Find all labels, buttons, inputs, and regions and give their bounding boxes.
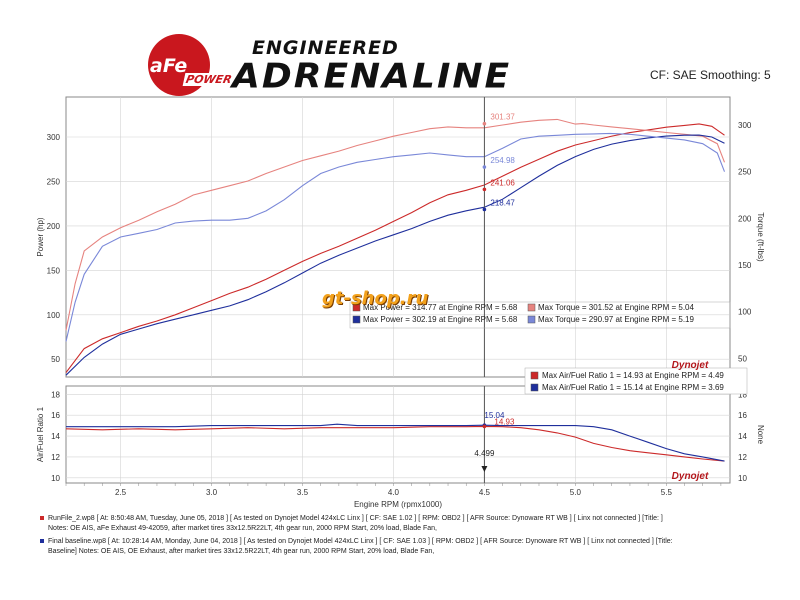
legend-swatch-afr xyxy=(530,383,539,392)
legend-entry-afr: Max Air/Fuel Ratio 1 = 15.14 at Engine R… xyxy=(542,383,724,392)
run2-marker xyxy=(40,539,44,543)
run1-marker xyxy=(40,516,44,520)
y-tick-label-right: 150 xyxy=(738,261,752,270)
dynojet-badge: Dynojet xyxy=(672,360,709,371)
y-tick-label-right: 50 xyxy=(738,354,747,363)
slogan-line2: ADRENALINE xyxy=(232,57,512,96)
series-line-top-0 xyxy=(65,123,725,373)
y-tick-label-right: 200 xyxy=(738,214,752,223)
afr-annotation-marker xyxy=(482,424,487,429)
x-tick-label: 3.5 xyxy=(297,488,309,497)
series-line-top-3 xyxy=(65,132,726,342)
watermark: gt-shop.ru xyxy=(322,288,429,309)
legend-entry: Max Torque = 290.97 at Engine RPM = 5.19 xyxy=(538,315,695,324)
slogan-line1: ENGINEERED xyxy=(252,37,399,59)
x-tick-label: 2.5 xyxy=(115,488,127,497)
y-axis-label-torque: Torque (ft-lbs) xyxy=(756,212,765,262)
dynojet-badge: Dynojet xyxy=(672,471,709,482)
afr-tick-label-left: 14 xyxy=(51,432,60,441)
legend-box-top xyxy=(349,301,731,329)
series-line-top-2 xyxy=(65,134,725,376)
y-tick-label-right: 100 xyxy=(738,308,752,317)
annotation-marker xyxy=(482,165,487,169)
y-axis-label-none: None xyxy=(756,425,765,445)
run2-info: Final baseline.wp8 [ At: 10:28:14 AM, Mo… xyxy=(48,538,673,545)
series-line-afr-0 xyxy=(65,425,725,462)
header: aFe POWER ENGINEERED ADRENALINE CF: SAE … xyxy=(0,0,800,96)
annotation-value: 218.47 xyxy=(490,198,515,207)
cursor-rpm-label: 4.499 xyxy=(474,449,495,458)
annotation-value: 254.98 xyxy=(490,156,515,165)
afr-annotation-value: 15.04 xyxy=(484,411,505,420)
afr-tick-label-left: 12 xyxy=(51,453,60,462)
x-tick-label: 5.0 xyxy=(570,488,582,497)
chart-settings: CF: SAE Smoothing: 5 xyxy=(650,68,771,82)
x-tick-label: 4.0 xyxy=(388,488,400,497)
y-tick-label-left: 250 xyxy=(47,177,61,186)
legend-swatch xyxy=(527,303,536,312)
annotation-value: 301.37 xyxy=(490,113,515,122)
y-tick-label-left: 200 xyxy=(47,222,61,231)
run1-notes: Notes: OE AIS, aFe Exhaust 49-42059, aft… xyxy=(48,524,437,532)
x-tick-label: 3.0 xyxy=(206,488,218,497)
annotation-marker xyxy=(482,207,487,212)
footer-run2: Final baseline.wp8 [ At: 10:28:14 AM, Mo… xyxy=(40,537,790,556)
y-tick-label-left: 100 xyxy=(47,311,61,320)
y-tick-label-left: 150 xyxy=(47,266,61,275)
x-tick-label: 5.5 xyxy=(661,488,673,497)
legend-swatch xyxy=(352,315,361,324)
y-tick-label-left: 50 xyxy=(51,355,60,364)
y-axis-label-power: Power (hp) xyxy=(36,217,45,256)
afr-tick-label-right: 18 xyxy=(738,390,747,399)
legend-swatch xyxy=(527,315,536,324)
afr-tick-label-right: 16 xyxy=(738,411,747,420)
y-tick-label-left: 300 xyxy=(47,133,61,142)
afr-tick-label-left: 16 xyxy=(51,411,60,420)
afr-panel-frame xyxy=(65,385,731,484)
legend-entry: Max Power = 314.77 at Engine RPM = 5.68 xyxy=(363,303,518,312)
afr-tick-label-right: 10 xyxy=(738,474,747,483)
annotation-value: 241.06 xyxy=(490,178,515,187)
power-panel-frame xyxy=(65,96,731,378)
annotation-marker xyxy=(482,187,487,192)
x-tick-label: 4.5 xyxy=(479,488,491,497)
legend-entry-afr: Max Air/Fuel Ratio 1 = 14.93 at Engine R… xyxy=(542,371,724,380)
run2-notes: Baseline] Notes: OE AIS, OE Exhaust, aft… xyxy=(48,547,435,555)
afr-tick-label-left: 18 xyxy=(51,390,60,399)
afr-tick-label-left: 10 xyxy=(51,474,60,483)
annotation-marker xyxy=(482,121,487,126)
y-tick-label-right: 300 xyxy=(738,121,752,130)
afr-tick-label-right: 14 xyxy=(738,432,747,441)
legend-box-afr xyxy=(524,367,748,395)
cursor-rpm-arrow xyxy=(481,466,488,472)
x-axis-label: Engine RPM (rpmx1000) xyxy=(354,500,442,509)
afr-tick-label-right: 12 xyxy=(738,453,747,462)
legend-entry: Max Torque = 301.52 at Engine RPM = 5.04 xyxy=(538,303,695,312)
y-axis-label-afr: Air/Fuel Ratio 1 xyxy=(36,406,45,462)
series-line-top-1 xyxy=(65,118,726,331)
footer-run1: RunFile_2.wp8 [ At: 8:50:48 AM, Tuesday,… xyxy=(40,514,790,533)
run1-info: RunFile_2.wp8 [ At: 8:50:48 AM, Tuesday,… xyxy=(48,515,663,522)
legend-swatch-afr xyxy=(530,371,539,380)
y-tick-label-right: 250 xyxy=(738,168,752,177)
afe-logo-text: aFe xyxy=(150,55,188,77)
legend-entry: Max Power = 302.19 at Engine RPM = 5.68 xyxy=(363,315,518,324)
footer-notes: RunFile_2.wp8 [ At: 8:50:48 AM, Tuesday,… xyxy=(40,514,790,560)
legend-swatch xyxy=(352,303,361,312)
afr-annotation-value: 14.93 xyxy=(494,417,515,426)
series-line-afr-1 xyxy=(66,423,725,462)
